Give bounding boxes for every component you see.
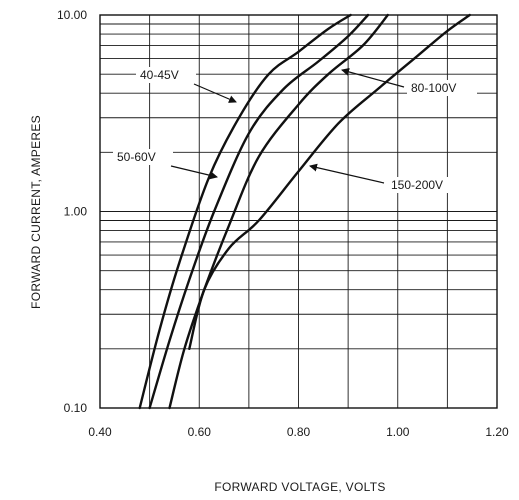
- annotation-background: [136, 67, 196, 83]
- annotation-background: [407, 80, 477, 96]
- series-line-50-60V: [148, 13, 370, 410]
- y-axis-title: FORWARD CURRENT, AMPERES: [29, 115, 43, 309]
- annotation-label: 80-100V: [411, 81, 456, 95]
- x-axis-title: FORWARD VOLTAGE, VOLTS: [214, 480, 385, 494]
- x-tick-label: 0.40: [88, 425, 112, 439]
- annotation-label: 150-200V: [391, 178, 443, 192]
- annotation-arrow: [309, 163, 385, 184]
- plot-frame: [99, 14, 498, 409]
- y-tick-label: 1.00: [64, 205, 88, 219]
- x-tick-label: 1.00: [386, 425, 410, 439]
- annotation-arrow: [193, 83, 237, 103]
- x-tick-label: 0.60: [188, 425, 212, 439]
- y-tick-label: 0.10: [64, 401, 88, 415]
- annotation-arrow: [170, 165, 218, 180]
- x-tick-label: 1.20: [485, 425, 509, 439]
- series-line-80-100V: [168, 13, 389, 410]
- plot-border: [99, 14, 498, 409]
- y-tick-label: 10.00: [57, 8, 87, 22]
- x-tick-labels: 0.40 0.60 0.80 1.00 1.20: [88, 425, 509, 439]
- annotation-label: 40-45V: [140, 68, 179, 82]
- annotation-label: 50-60V: [117, 150, 156, 164]
- series-line-150-200V: [188, 13, 471, 350]
- annotations: 40-45V 50-60V 80-100V 150-200V: [113, 67, 477, 193]
- y-tick-labels: 0.10 1.00 10.00: [57, 8, 87, 415]
- annotation-arrow: [341, 67, 405, 88]
- series-curves: [138, 13, 471, 410]
- series-line-40-45V: [138, 13, 352, 410]
- x-tick-label: 0.80: [287, 425, 311, 439]
- annotation-background: [387, 177, 465, 193]
- annotation-background: [113, 149, 173, 165]
